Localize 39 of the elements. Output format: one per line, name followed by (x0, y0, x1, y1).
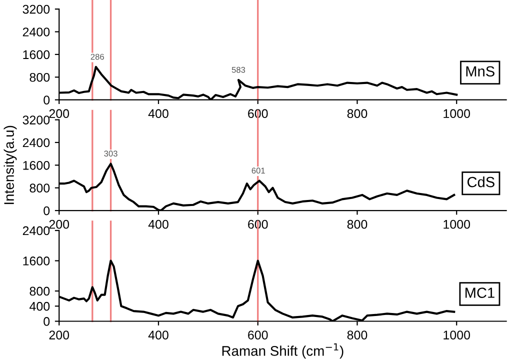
x-tick-label: 200 (49, 109, 70, 118)
y-tick-label: 800 (30, 184, 50, 193)
x-tick-label: 200 (49, 330, 70, 340)
y-axis-title: Intensity(a.u) (4, 126, 17, 204)
x-tick-label: 600 (248, 330, 268, 340)
series-label: MnS (466, 66, 494, 77)
x-axis-title: Raman Shift (cm$^{−1}$) (222, 343, 344, 359)
y-tick-label: 3200 (22, 4, 50, 14)
annotation: 303 (104, 150, 118, 157)
x-tick-label: 400 (148, 220, 168, 229)
series-label: MC1 (466, 288, 494, 298)
x-tick-label: 200 (49, 220, 70, 229)
annotation: 583 (232, 66, 246, 73)
y-tick-label: 400 (30, 302, 50, 311)
y-tick-label: 0 (44, 96, 50, 104)
series-label: CdS (467, 176, 494, 188)
y-tick-label: 2400 (22, 226, 50, 236)
x-tick-label: 400 (148, 109, 168, 118)
x-tick-label: 1000 (444, 220, 470, 229)
y-tick-label: 1600 (23, 50, 50, 60)
x-tick-label: 600 (248, 109, 268, 118)
y-tick-label: 800 (30, 286, 50, 296)
x-tick-label: 400 (148, 330, 168, 340)
y-tick-label: 2400 (22, 138, 50, 148)
y-tick-label: 1600 (23, 256, 50, 266)
x-tick-label: 800 (347, 330, 368, 340)
x-tick-label: 1000 (444, 330, 470, 340)
y-tick-label: 0 (44, 206, 50, 216)
annotation: 286 (90, 54, 104, 60)
y-tick-label: 0 (44, 317, 50, 326)
y-tick-label: 1600 (23, 160, 50, 170)
x-tick-label: 800 (347, 109, 368, 118)
y-tick-label: 3200 (22, 116, 50, 124)
x-tick-label: 800 (347, 220, 368, 229)
y-tick-label: 2400 (22, 28, 50, 36)
x-tick-label: 600 (248, 220, 268, 229)
y-tick-label: 800 (30, 72, 50, 82)
annotation: 601 (252, 168, 265, 174)
x-tick-label: 1000 (444, 109, 470, 118)
